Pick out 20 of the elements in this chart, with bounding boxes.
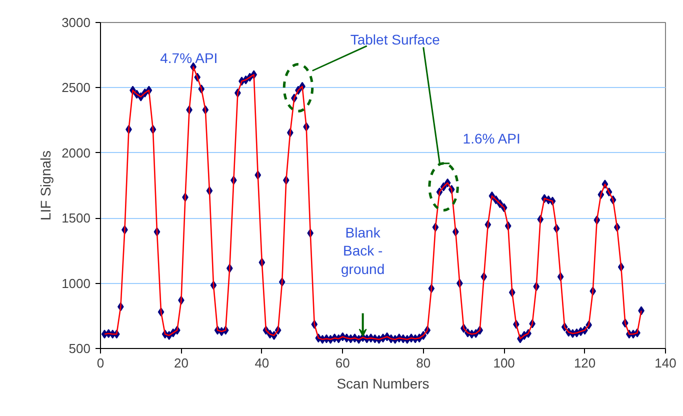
annotation: 4.7% API [160, 50, 218, 66]
x-axis-title: Scan Numbers [336, 376, 430, 392]
y-tick-label: 3000 [62, 15, 90, 30]
x-tick-label: 120 [574, 356, 596, 370]
annotation: Tablet Surface [350, 31, 440, 48]
y-tick-label: 2500 [62, 80, 90, 96]
x-tick-label: 20 [174, 356, 188, 370]
y-tick-label: 2000 [62, 145, 90, 160]
x-tick-label: 140 [654, 356, 676, 370]
x-tick-label: 60 [335, 356, 350, 370]
x-tick-label: 80 [416, 356, 431, 370]
annotation: Blank Back - ground [341, 224, 385, 277]
y-tick-label: 1500 [62, 210, 90, 226]
y-axis-title: LIF Signals [38, 150, 54, 221]
x-tick-label: 100 [493, 356, 515, 370]
y-tick-label: 1000 [62, 276, 90, 291]
x-tick-label: 0 [96, 356, 104, 370]
annotation: 1.6% API [462, 130, 520, 146]
y-tick-label: 500 [68, 341, 91, 356]
x-tick-label: 40 [254, 356, 270, 370]
